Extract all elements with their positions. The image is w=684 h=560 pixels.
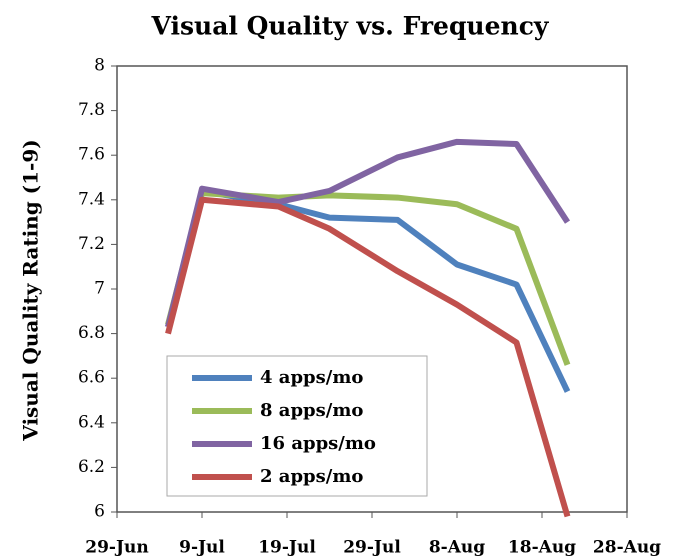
x-tick-label: 28-Aug — [593, 538, 661, 558]
x-tick-label: 19-Jul — [258, 538, 316, 558]
legend-label: 4 apps/mo — [260, 367, 363, 388]
y-tick-label: 6.8 — [78, 323, 105, 343]
legend-label: 16 apps/mo — [260, 433, 376, 454]
y-axis-label: Visual Quality Rating (1-9) — [19, 139, 43, 441]
y-tick-label: 6 — [94, 502, 105, 522]
y-tick-label: 7.4 — [78, 189, 105, 209]
x-tick-label: 18-Aug — [508, 538, 576, 558]
x-tick-label: 29-Jul — [343, 538, 401, 558]
legend-label: 8 apps/mo — [260, 400, 363, 421]
y-tick-label: 7.8 — [78, 100, 105, 120]
legend-label: 2 apps/mo — [260, 466, 363, 487]
series-line — [165, 196, 571, 518]
chart-title: Visual Quality vs. Frequency — [151, 12, 550, 41]
y-tick-label: 6.2 — [78, 457, 105, 477]
y-tick-label: 6.4 — [78, 412, 105, 432]
y-tick-label: 8 — [94, 56, 105, 76]
y-tick-label: 7.6 — [78, 145, 105, 165]
series-line — [165, 138, 571, 328]
x-tick-label: 29-Jun — [85, 538, 148, 558]
x-tick-label: 9-Jul — [179, 538, 225, 558]
y-tick-label: 7 — [94, 279, 105, 299]
y-tick-label: 6.6 — [78, 368, 105, 388]
x-tick-label: 8-Aug — [429, 538, 485, 558]
y-tick-label: 7.2 — [78, 234, 105, 254]
